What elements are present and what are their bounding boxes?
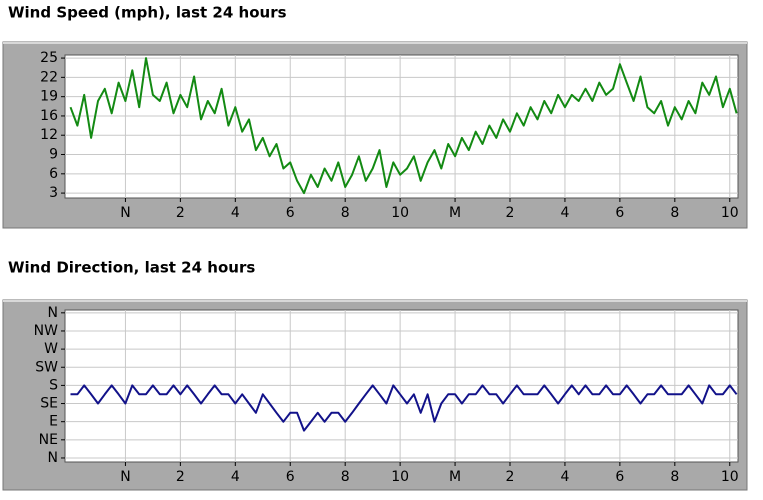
x-tick-label: 2 xyxy=(506,469,515,485)
x-tick-label: M xyxy=(449,205,461,221)
x-tick-label: 6 xyxy=(615,205,624,221)
plot-area xyxy=(64,309,739,463)
y-tick-label: 6 xyxy=(49,166,58,182)
x-tick-label: 4 xyxy=(231,469,240,485)
x-tick-label: 10 xyxy=(721,469,739,485)
y-tick-label: SW xyxy=(35,359,58,375)
plot-area xyxy=(64,54,739,199)
x-tick-label: 8 xyxy=(341,205,350,221)
y-tick-label: W xyxy=(44,341,58,357)
x-tick-label: 6 xyxy=(615,469,624,485)
y-tick-label: E xyxy=(49,414,58,430)
data-line xyxy=(70,384,738,432)
x-tick-label: 4 xyxy=(560,469,569,485)
x-tick-label: 10 xyxy=(391,469,409,485)
y-tick-label: 3 xyxy=(49,185,58,201)
x-tick-label: 2 xyxy=(506,205,515,221)
y-tick-label: 12 xyxy=(40,127,58,143)
x-tick-label: N xyxy=(120,469,130,485)
x-tick-label: 6 xyxy=(286,469,295,485)
x-tick-label: 8 xyxy=(670,205,679,221)
y-tick-label: NW xyxy=(34,323,58,339)
y-tick-label: 9 xyxy=(49,146,58,162)
y-tick-label: SE xyxy=(40,396,58,412)
data-line xyxy=(69,57,738,195)
x-tick-label: N xyxy=(120,205,130,221)
x-tick-label: 8 xyxy=(341,469,350,485)
y-tick-label: N xyxy=(48,305,58,321)
chart-title: Wind Direction, last 24 hours xyxy=(8,259,255,277)
y-tick-label: NE xyxy=(39,432,58,448)
x-tick-label: 10 xyxy=(391,205,409,221)
y-tick-label: 19 xyxy=(40,89,58,105)
x-tick-label: 4 xyxy=(231,205,240,221)
y-tick-label: 16 xyxy=(40,108,58,124)
y-tick-label: N xyxy=(48,450,58,466)
x-tick-label: 4 xyxy=(560,205,569,221)
x-tick-label: 6 xyxy=(286,205,295,221)
chart-title: Wind Speed (mph), last 24 hours xyxy=(8,4,287,22)
x-tick-label: 2 xyxy=(176,469,185,485)
x-tick-label: 8 xyxy=(670,469,679,485)
x-tick-label: 2 xyxy=(176,205,185,221)
x-tick-label: M xyxy=(449,469,461,485)
y-tick-label: S xyxy=(49,377,58,393)
y-tick-label: 22 xyxy=(40,69,58,85)
y-tick-label: 25 xyxy=(40,50,58,66)
x-tick-label: 10 xyxy=(721,205,739,221)
